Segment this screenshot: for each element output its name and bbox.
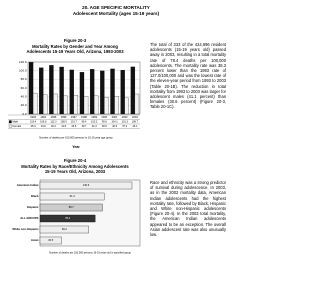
bar xyxy=(39,203,103,212)
table-cell: 112.3 xyxy=(50,120,57,123)
figure-label: Figure 20-4 xyxy=(63,158,87,163)
table-cell: 108.7 xyxy=(132,120,139,123)
bar xyxy=(124,97,129,115)
table-header: 1997 xyxy=(71,115,77,119)
bar xyxy=(130,66,136,115)
figure-chart: 0.0 20.0 40.0 60.0 80.0 100.0 120.0 1993 1994 199… xyxy=(8,60,141,149)
bar xyxy=(134,93,140,115)
bar xyxy=(39,67,44,115)
bar xyxy=(73,95,79,115)
figure-chart: American Indian 130.6 Black 91.3 Hispanic 88.… xyxy=(12,179,141,255)
table-cell: 103.2 xyxy=(91,120,98,123)
value-label: 78.4 xyxy=(65,216,71,220)
table-cell: 48.3 xyxy=(31,125,36,128)
bar xyxy=(83,96,89,115)
bar xyxy=(39,236,62,245)
bar xyxy=(39,181,133,190)
table-cell: 106.8 xyxy=(40,120,47,123)
bar xyxy=(79,72,85,115)
y-tick-label: American Indian xyxy=(17,183,39,187)
paragraph: The total of 333 of the 424,896 resident… xyxy=(150,42,226,110)
y-tick-label: 60.0 xyxy=(21,86,27,90)
y-tick-label: 20.0 xyxy=(21,103,27,107)
table-header: 2000 xyxy=(101,115,107,119)
plot-area xyxy=(39,179,141,247)
y-tick-label: 0.0 xyxy=(22,112,27,116)
table-cell: 99.6 xyxy=(102,120,107,123)
bar xyxy=(110,68,115,115)
table-cell: 101.7 xyxy=(71,120,78,123)
table-cell: 46.1 xyxy=(132,125,137,128)
table-header: 2002 xyxy=(122,115,128,119)
bar xyxy=(39,192,105,201)
bar xyxy=(89,69,95,115)
table-header: 1994 xyxy=(40,115,46,119)
y-tick-label: White non-Hispanic xyxy=(12,227,39,231)
table-header: 2003 xyxy=(132,115,138,119)
chart-note: Number of deaths per 100,000 persons in … xyxy=(39,136,113,140)
table-cell: 46.2 xyxy=(51,125,56,128)
value-label: 91.3 xyxy=(70,194,76,198)
legend-label: Female xyxy=(13,124,22,128)
legend-swatch xyxy=(8,124,12,128)
y-tick-label: 80.0 xyxy=(21,77,27,81)
table-header: 2001 xyxy=(112,115,118,119)
value-label: 30.5 xyxy=(48,238,54,242)
bar xyxy=(59,66,64,115)
table-cell: 108.5 xyxy=(61,120,68,123)
table-cell: 37.2 xyxy=(122,125,127,128)
bar xyxy=(120,69,125,115)
table-cell: 44.6 xyxy=(41,125,46,128)
table-header: 1993 xyxy=(30,115,36,119)
table-cell: 104.1 xyxy=(111,120,118,123)
y-tick-label: Asian xyxy=(31,238,39,242)
value-label: 88.7 xyxy=(69,205,75,209)
figure-title: Mortality Rates by Race/Ethnicity Among … xyxy=(21,164,129,174)
table-cell: 96.4 xyxy=(82,120,87,123)
table-cell: 41.8 xyxy=(61,125,66,128)
table-cell: 38.6 xyxy=(102,125,107,128)
x-axis-label: Year xyxy=(72,145,80,149)
value-label: 130.6 xyxy=(83,183,90,187)
table-cell: 101.3 xyxy=(122,120,129,123)
table-header: 1995 xyxy=(51,115,57,119)
chart-note: Number of deaths per 100,000 persons 15-… xyxy=(49,252,131,255)
y-tick-label: 100.0 xyxy=(19,68,27,72)
table-cell: 119.4 xyxy=(30,120,37,123)
bar xyxy=(39,214,96,223)
table-cell: 40.9 xyxy=(112,125,117,128)
legend-label: Male xyxy=(13,119,19,123)
y-tick-label: Hispanic xyxy=(27,205,39,209)
bar xyxy=(53,93,58,115)
bar xyxy=(32,92,38,115)
y-tick-label: 40.0 xyxy=(21,94,27,98)
bar xyxy=(63,95,68,115)
table-header: 1998 xyxy=(81,115,87,119)
figure-title: Mortality Rates by Gender and Year Among… xyxy=(26,44,124,54)
page: 20. AGE SPECIFIC MORTALITY Adolescent Mo… xyxy=(8,5,226,255)
y-tick-label: 120.0 xyxy=(19,60,27,64)
y-tick-label: ALL GROUPS xyxy=(20,216,38,220)
table-header: 1996 xyxy=(61,115,67,119)
value-label: 69.2 xyxy=(62,227,68,231)
bar xyxy=(104,97,109,115)
bar xyxy=(94,95,99,115)
bar xyxy=(114,96,119,115)
figure-label: Figure 20-3 xyxy=(63,38,87,43)
bar xyxy=(43,94,48,115)
table-header: 1999 xyxy=(91,115,97,119)
table-cell: 42.4 xyxy=(92,125,97,128)
section-title: 20. AGE SPECIFIC MORTALITY xyxy=(82,5,150,10)
y-tick-label: Black xyxy=(31,194,39,198)
paragraph: Race and ethnicity was a strong predicto… xyxy=(150,180,226,238)
bar xyxy=(69,69,74,115)
bar xyxy=(39,225,89,234)
table-cell: 39.7 xyxy=(82,125,87,128)
table-cell: 43.5 xyxy=(71,125,76,128)
bar xyxy=(28,62,34,115)
section-subtitle: Adolescent Mortality (ages 15-19 years) xyxy=(72,11,160,16)
bar xyxy=(49,65,54,115)
legend-swatch xyxy=(8,120,12,124)
bar xyxy=(100,70,105,115)
